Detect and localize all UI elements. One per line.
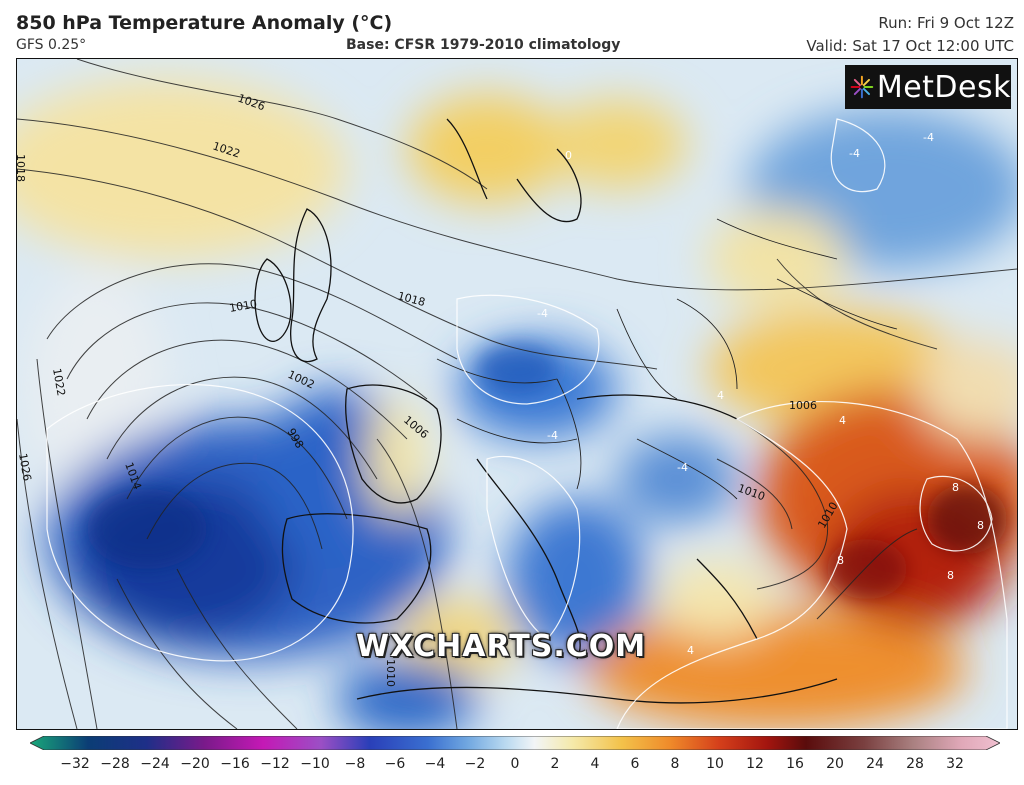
anomaly-label: 8 — [952, 481, 959, 494]
colorbar-tick-label: −28 — [100, 756, 130, 772]
isobar-label: 1018 — [17, 154, 27, 182]
colorbar-tick-label: 8 — [670, 756, 680, 772]
isobar-label: 1010 — [384, 659, 397, 687]
anomaly-label: -4 — [923, 131, 934, 144]
colorbar-tick-label: 28 — [906, 756, 924, 772]
isobar-label: 1022 — [50, 367, 68, 397]
metdesk-logo-text: MetDesk — [876, 69, 1011, 105]
anomaly-label: 4 — [839, 414, 846, 427]
colorbar-tick-label: 20 — [826, 756, 844, 772]
colorbar-tick-label: 32 — [946, 756, 964, 772]
valid-time-label: Valid: Sat 17 Oct 12:00 UTC — [806, 37, 1014, 55]
anomaly-map: 1026 1022 1018 1018 1010 1014 1022 1026 … — [16, 58, 1018, 730]
anomaly-labels: -4 -4 -4 -4 -4 4 4 8 8 8 8 0 4 -4 — [449, 131, 984, 657]
anomaly-label: 0 — [565, 149, 572, 162]
colorbar-tick-label: −24 — [140, 756, 170, 772]
colorbar-tick-label: −4 — [424, 756, 446, 772]
anomaly-label: 8 — [977, 519, 984, 532]
colorbar-tick-label: 24 — [866, 756, 884, 772]
chart-header: 850 hPa Temperature Anomaly (°C) GFS 0.2… — [0, 0, 1024, 58]
colorbar-tick-label: −2 — [464, 756, 486, 772]
colorbar-tick-label: 6 — [630, 756, 640, 772]
colorbar-tick-label: −32 — [60, 756, 90, 772]
colorbar-ticks: −32 −28 −24 −20 −16 −12 −10 −8 −6 −4 −2 0 2 4 6 8 10 12 16… — [0, 752, 1024, 782]
colorbar-tick-label: 16 — [786, 756, 804, 772]
colorbar-tick-label: −6 — [384, 756, 406, 772]
wxcharts-watermark: WXCHARTS.COM — [356, 629, 647, 664]
metdesk-burst-icon — [850, 75, 874, 99]
colorbar-tick-label: 12 — [746, 756, 764, 772]
anomaly-label: 4 — [687, 644, 694, 657]
anomaly-label: -4 — [547, 429, 558, 442]
run-time-label: Run: Fri 9 Oct 12Z — [878, 14, 1014, 32]
anomaly-field — [17, 79, 1017, 729]
colorbar-tick-label: −16 — [220, 756, 250, 772]
colorbar — [30, 736, 1000, 750]
isobar-label: 1006 — [789, 399, 817, 412]
anomaly-label: 8 — [837, 554, 844, 567]
climatology-base-label: Base: CFSR 1979-2010 climatology — [346, 37, 621, 53]
anomaly-label: -4 — [677, 461, 688, 474]
anomaly-label: 4 — [717, 389, 724, 402]
isobar-label: 1010 — [228, 297, 258, 315]
colorbar-tick-label: 2 — [550, 756, 560, 772]
anomaly-label: 8 — [947, 569, 954, 582]
metdesk-logo: MetDesk — [845, 65, 1011, 109]
model-label: GFS 0.25° — [16, 37, 87, 53]
anomaly-label: -4 — [449, 644, 460, 657]
anomaly-label: -4 — [537, 307, 548, 320]
colorbar-tick-label: −10 — [300, 756, 330, 772]
country-borders — [436, 218, 898, 500]
map-canvas: 1026 1022 1018 1018 1010 1014 1022 1026 … — [17, 59, 1017, 729]
colorbar-tick-label: −12 — [260, 756, 290, 772]
colorbar-tick-label: 4 — [590, 756, 600, 772]
colorbar-tick-label: −8 — [344, 756, 366, 772]
anomaly-contours — [46, 118, 1008, 729]
anomaly-field-detail — [87, 344, 1007, 599]
coastlines — [254, 118, 838, 704]
colorbar-tick-label: −20 — [180, 756, 210, 772]
anomaly-label: -4 — [849, 147, 860, 160]
isobar-label: 1026 — [17, 452, 34, 482]
colorbar-tick-label: 10 — [706, 756, 724, 772]
chart-title: 850 hPa Temperature Anomaly (°C) — [16, 12, 393, 34]
colorbar-tick-label: 0 — [510, 756, 520, 772]
